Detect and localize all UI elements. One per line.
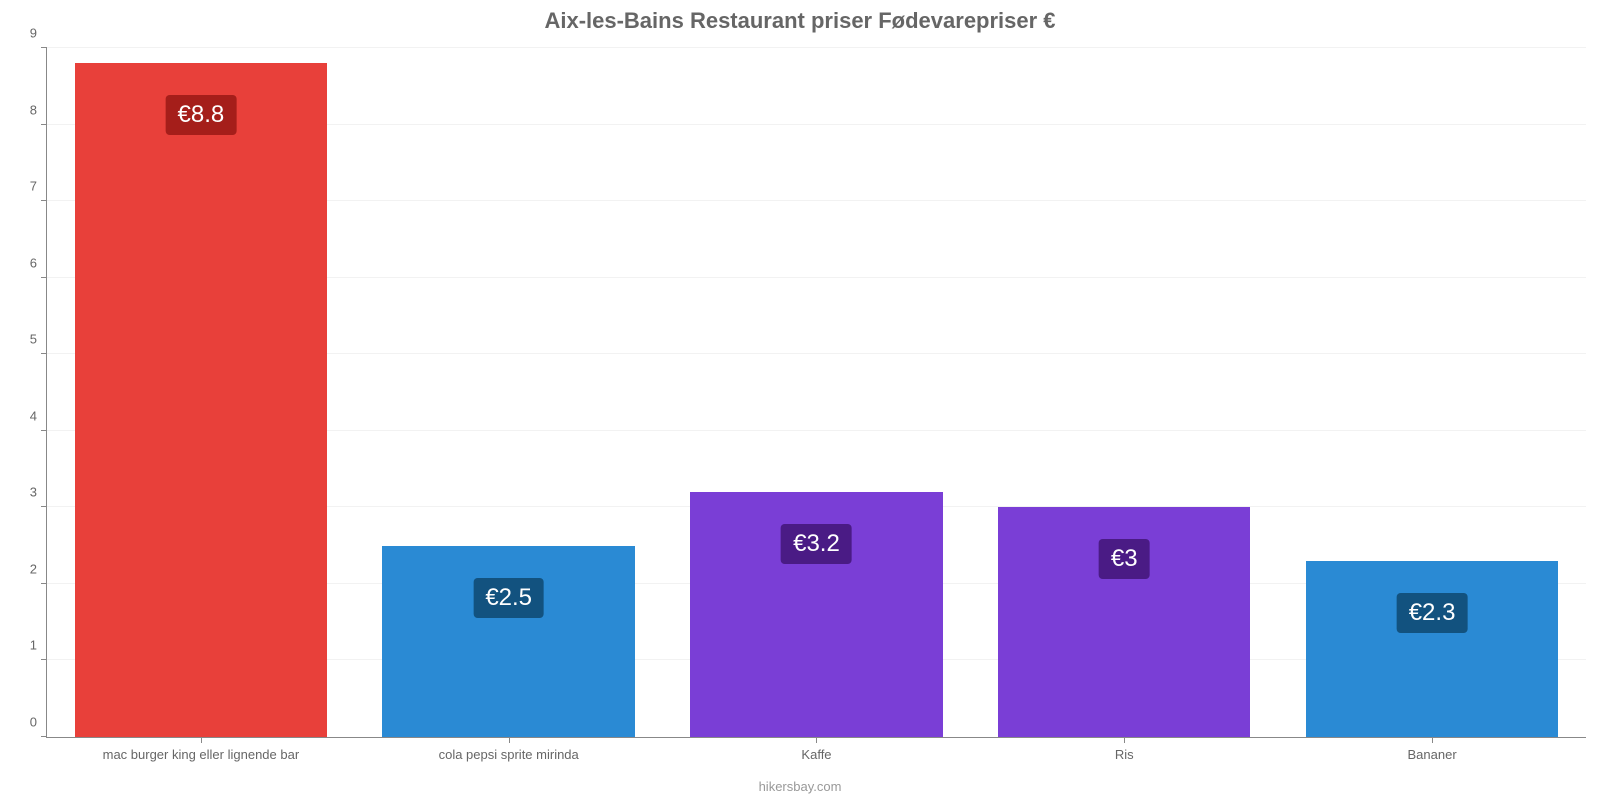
ytick-label: 0 — [30, 715, 47, 730]
xtick-label: cola pepsi sprite mirinda — [439, 737, 579, 762]
ytick-label: 4 — [30, 408, 47, 423]
bar: €3.2 — [690, 492, 942, 737]
bar: €2.5 — [382, 546, 634, 737]
ytick-label: 1 — [30, 638, 47, 653]
bar-slot: €8.8mac burger king eller lignende bar — [47, 48, 355, 737]
bar: €3 — [998, 507, 1250, 737]
xtick-label: Kaffe — [801, 737, 831, 762]
ytick-label: 7 — [30, 179, 47, 194]
bar: €2.3 — [1306, 561, 1558, 737]
chart-title: Aix-les-Bains Restaurant priser Fødevare… — [0, 0, 1600, 38]
bar-slot: €2.5cola pepsi sprite mirinda — [355, 48, 663, 737]
bar-slot: €3.2Kaffe — [663, 48, 971, 737]
ytick-label: 5 — [30, 332, 47, 347]
value-badge: €2.3 — [1397, 593, 1468, 633]
attribution: hikersbay.com — [0, 779, 1600, 794]
ytick-label: 3 — [30, 485, 47, 500]
ytick-label: 9 — [30, 26, 47, 41]
value-badge: €2.5 — [473, 578, 544, 618]
ytick-label: 6 — [30, 255, 47, 270]
xtick-label: Bananer — [1408, 737, 1457, 762]
xtick-label: mac burger king eller lignende bar — [103, 737, 300, 762]
ytick-label: 2 — [30, 561, 47, 576]
value-badge: €3.2 — [781, 524, 852, 564]
value-badge: €3 — [1099, 539, 1150, 579]
value-badge: €8.8 — [166, 95, 237, 135]
plot-area: 0123456789€8.8mac burger king eller lign… — [46, 48, 1586, 738]
bar-slot: €3Ris — [970, 48, 1278, 737]
xtick-label: Ris — [1115, 737, 1134, 762]
bar: €8.8 — [75, 63, 327, 737]
ytick-label: 8 — [30, 102, 47, 117]
bar-slot: €2.3Bananer — [1278, 48, 1586, 737]
